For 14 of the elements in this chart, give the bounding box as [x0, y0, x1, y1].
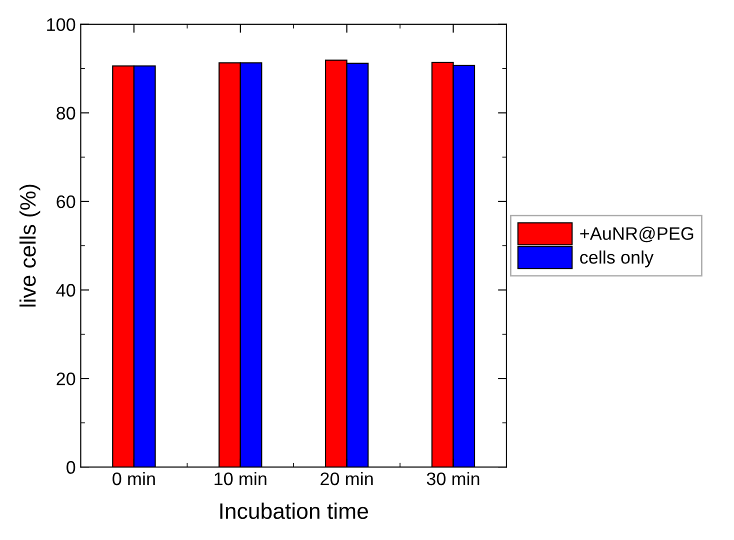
- x-axis-title: Incubation time: [220, 502, 368, 520]
- x-tick-label: 20 min: [320, 472, 373, 486]
- x-tick-label: 30 min: [426, 472, 480, 486]
- y-tick-label: 60: [56, 195, 76, 208]
- y-tick-label: 80: [56, 106, 76, 120]
- y-axis-title: live cells (%): [19, 184, 40, 307]
- legend-label: cells only: [580, 250, 654, 268]
- y-tick-label: 20: [56, 372, 76, 386]
- y-tick-label: 40: [56, 284, 76, 297]
- x-tick-label: 0 min: [112, 472, 155, 486]
- y-tick-label: 100: [47, 18, 76, 32]
- legend-label: +AuNR@PEG: [580, 226, 694, 242]
- x-tick-label: 10 min: [214, 472, 266, 486]
- y-tick-label: 0: [66, 461, 76, 474]
